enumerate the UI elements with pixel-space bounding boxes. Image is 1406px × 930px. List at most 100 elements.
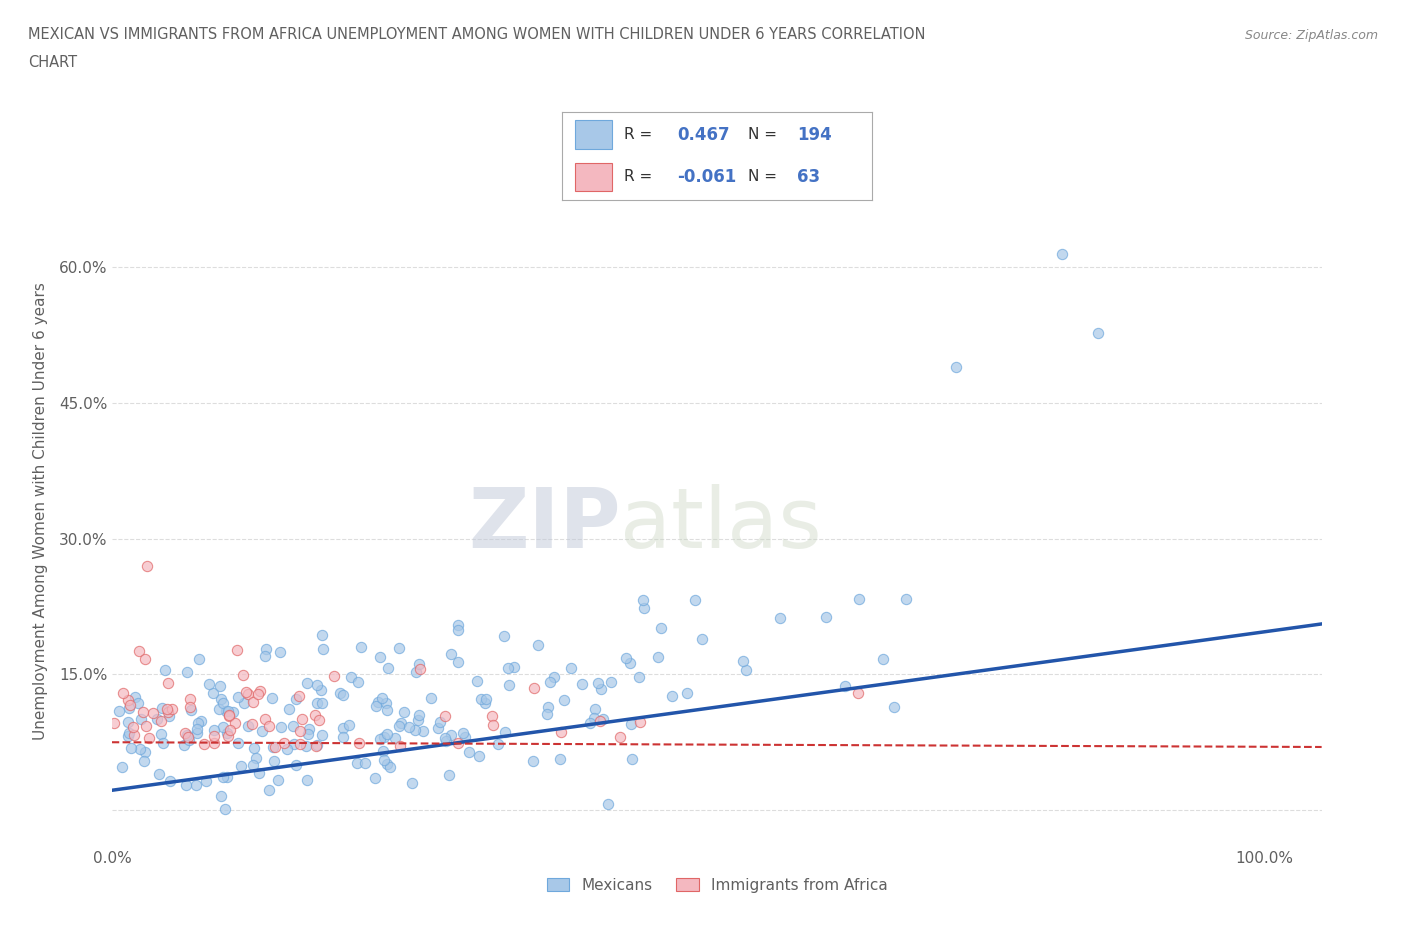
Point [305, 737, 328, 752]
Point [350, 640, 373, 655]
Point [311, 728, 333, 743]
Point [276, 742, 298, 757]
Point [134, 753, 156, 768]
Point [142, 706, 165, 721]
Point [128, 644, 150, 658]
Point [214, 802, 236, 817]
Point [270, 720, 292, 735]
Point [398, 720, 420, 735]
Point [364, 699, 387, 714]
Point [474, 696, 496, 711]
Point [236, 686, 259, 701]
Point [454, 729, 477, 744]
Text: 63: 63 [797, 168, 821, 186]
Point [218, 708, 240, 723]
Point [583, 702, 606, 717]
Point [232, 667, 254, 682]
Point [209, 691, 232, 706]
Point [150, 700, 173, 715]
Point [173, 737, 195, 752]
Point [538, 674, 561, 689]
Point [218, 709, 240, 724]
Point [502, 659, 524, 674]
Point [118, 725, 141, 740]
Point [262, 739, 284, 754]
Point [384, 731, 406, 746]
Point [848, 592, 870, 607]
Point [208, 679, 231, 694]
Point [439, 727, 461, 742]
Point [162, 701, 184, 716]
Point [453, 725, 475, 740]
Point [586, 676, 609, 691]
Point [592, 711, 614, 726]
Point [309, 683, 332, 698]
Point [616, 651, 638, 666]
Point [496, 661, 519, 676]
Point [408, 657, 430, 671]
Point [209, 789, 232, 804]
Point [215, 703, 238, 718]
Point [180, 702, 202, 717]
Point [494, 724, 516, 739]
Point [628, 714, 651, 729]
Point [305, 696, 328, 711]
Point [591, 682, 613, 697]
Point [447, 736, 470, 751]
Point [378, 760, 401, 775]
Point [401, 776, 423, 790]
Point [288, 724, 311, 738]
Point [339, 670, 361, 684]
Y-axis label: Unemployment Among Women with Children Under 6 years: Unemployment Among Women with Children U… [32, 283, 48, 740]
Point [389, 738, 412, 753]
Point [627, 670, 650, 684]
Point [883, 699, 905, 714]
Point [354, 755, 377, 770]
Point [305, 678, 328, 693]
Point [148, 766, 170, 781]
Point [150, 713, 173, 728]
Point [231, 759, 253, 774]
Point [253, 711, 276, 726]
Text: atlas: atlas [620, 485, 823, 565]
Point [117, 693, 139, 708]
Point [406, 712, 429, 727]
Text: ZIP: ZIP [468, 485, 620, 565]
Point [482, 717, 505, 732]
Point [111, 685, 134, 700]
Point [179, 691, 201, 706]
Point [134, 744, 156, 759]
Point [481, 709, 503, 724]
Point [157, 704, 180, 719]
Point [174, 777, 197, 792]
Point [373, 729, 395, 744]
Point [814, 609, 837, 624]
Point [388, 641, 411, 656]
Point [571, 676, 593, 691]
Point [217, 729, 239, 744]
Point [1087, 326, 1109, 340]
Point [257, 719, 280, 734]
Point [304, 708, 326, 723]
Point [207, 701, 229, 716]
Point [295, 772, 318, 787]
Point [523, 681, 546, 696]
Point [447, 655, 470, 670]
Point [259, 783, 281, 798]
Text: -0.061: -0.061 [676, 168, 737, 186]
Point [631, 592, 654, 607]
Point [579, 716, 602, 731]
Point [370, 732, 392, 747]
Point [609, 730, 631, 745]
Point [247, 687, 270, 702]
Point [120, 740, 142, 755]
Point [440, 646, 463, 661]
Point [215, 725, 238, 740]
Legend: Mexicans, Immigrants from Africa: Mexicans, Immigrants from Africa [540, 871, 894, 899]
Point [945, 359, 967, 374]
Text: N =: N = [748, 127, 778, 142]
Text: Source: ZipAtlas.com: Source: ZipAtlas.com [1244, 29, 1378, 42]
Bar [575, 120, 612, 149]
Point [537, 699, 560, 714]
Point [429, 715, 451, 730]
